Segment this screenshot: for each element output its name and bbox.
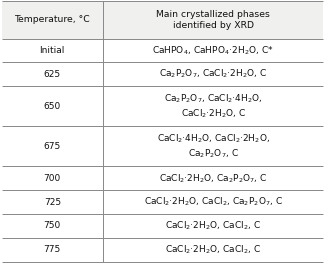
Text: CaCl$_2$·2H$_2$O, CaCl$_2$, C: CaCl$_2$·2H$_2$O, CaCl$_2$, C — [165, 244, 261, 256]
Bar — [2, 126, 323, 166]
Bar — [2, 62, 323, 86]
Bar — [2, 86, 323, 126]
Text: 700: 700 — [44, 174, 61, 183]
Bar — [2, 214, 323, 238]
Bar — [2, 190, 323, 214]
Text: CaCl$_2$·2H$_2$O, CaCl$_2$, C: CaCl$_2$·2H$_2$O, CaCl$_2$, C — [165, 220, 261, 232]
Text: Main crystallized phases
identified by XRD: Main crystallized phases identified by X… — [156, 10, 270, 30]
Bar — [2, 38, 323, 62]
Text: CaCl$_2$·2H$_2$O, CaCl$_2$, Ca$_2$P$_2$O$_7$, C: CaCl$_2$·2H$_2$O, CaCl$_2$, Ca$_2$P$_2$O… — [144, 196, 283, 208]
Text: 725: 725 — [44, 198, 61, 207]
Text: Temperature, °C: Temperature, °C — [14, 16, 90, 24]
Text: 625: 625 — [44, 70, 61, 79]
Text: CaCl$_2$·2H$_2$O, Ca$_2$P$_2$O$_7$, C: CaCl$_2$·2H$_2$O, Ca$_2$P$_2$O$_7$, C — [159, 172, 267, 185]
Text: Ca$_2$P$_2$O$_7$, CaCl$_2$·2H$_2$O, C: Ca$_2$P$_2$O$_7$, CaCl$_2$·2H$_2$O, C — [159, 68, 267, 80]
Text: 650: 650 — [44, 102, 61, 111]
Text: CaCl$_2$·4H$_2$O, CaCl$_2$·2H$_2$O,
Ca$_2$P$_2$O$_7$, C: CaCl$_2$·4H$_2$O, CaCl$_2$·2H$_2$O, Ca$_… — [157, 133, 270, 160]
Text: 775: 775 — [44, 245, 61, 254]
Bar — [2, 166, 323, 190]
Text: Initial: Initial — [40, 46, 65, 55]
Bar — [2, 1, 323, 38]
Text: Ca$_2$P$_2$O$_7$, CaCl$_2$·4H$_2$O,
CaCl$_2$·2H$_2$O, C: Ca$_2$P$_2$O$_7$, CaCl$_2$·4H$_2$O, CaCl… — [164, 92, 263, 120]
Bar — [2, 238, 323, 262]
Text: 750: 750 — [44, 221, 61, 230]
Text: 675: 675 — [44, 142, 61, 151]
Text: CaHPO$_4$, CaHPO$_4$·2H$_2$O, C*: CaHPO$_4$, CaHPO$_4$·2H$_2$O, C* — [152, 44, 274, 57]
